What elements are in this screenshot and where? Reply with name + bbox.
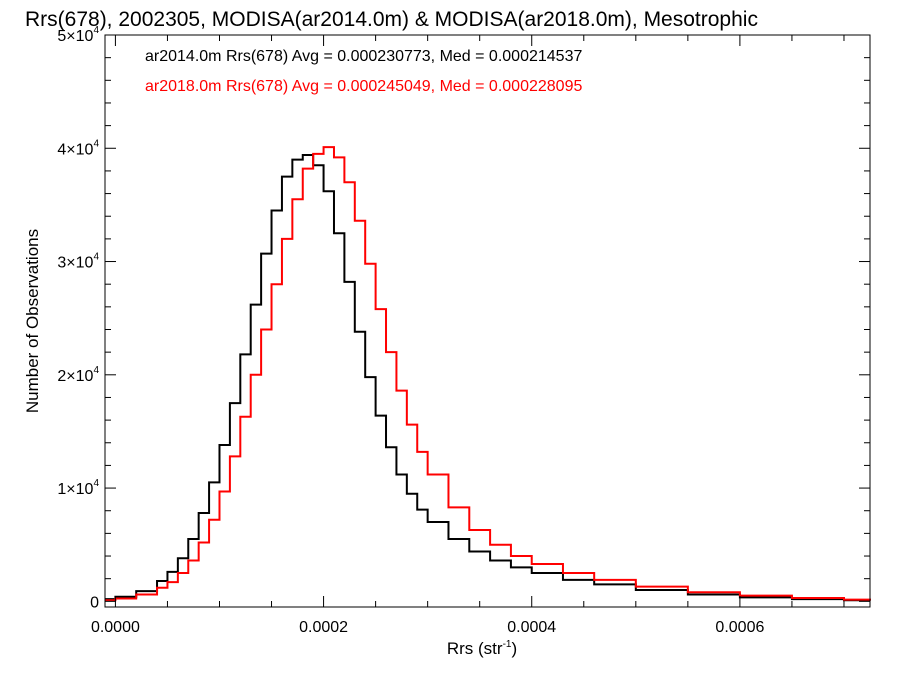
legend-entry-ar2014: ar2014.0m Rrs(678) Avg = 0.000230773, Me… [145,48,582,65]
x-tick-label: 0.0002 [299,619,348,636]
y-tick-label: 5×104 [57,25,99,45]
chart-title: Rrs(678), 2002305, MODISA(ar2014.0m) & M… [25,8,758,31]
y-tick-label: 0 [90,594,99,611]
legend: ar2014.0m Rrs(678) Avg = 0.000230773, Me… [145,48,582,95]
y-tick-label: 1×104 [57,478,99,498]
x-tick-label: 0.0004 [507,619,556,636]
x-axis-label: Rrs (str-1) [447,639,517,658]
y-tick-label: 2×104 [57,365,99,385]
y-tick-label: 4×104 [57,138,99,158]
x-axis: 0.0000 0.0002 0.0004 0.0006 [91,35,845,636]
x-tick-label: 0.0006 [715,619,764,636]
series-line-1 [105,146,871,602]
series-line-0 [105,154,871,602]
y-tick-label: 3×104 [57,252,99,272]
plot-frame [104,34,871,608]
y-axis-label: Number of Observations [23,229,42,413]
y-axis: 0 1×104 2×104 3×104 4×104 5×104 [57,25,870,611]
x-tick-label: 0.0000 [91,619,140,636]
plot-area [105,146,871,602]
legend-entry-ar2018: ar2018.0m Rrs(678) Avg = 0.000245049, Me… [145,78,582,95]
